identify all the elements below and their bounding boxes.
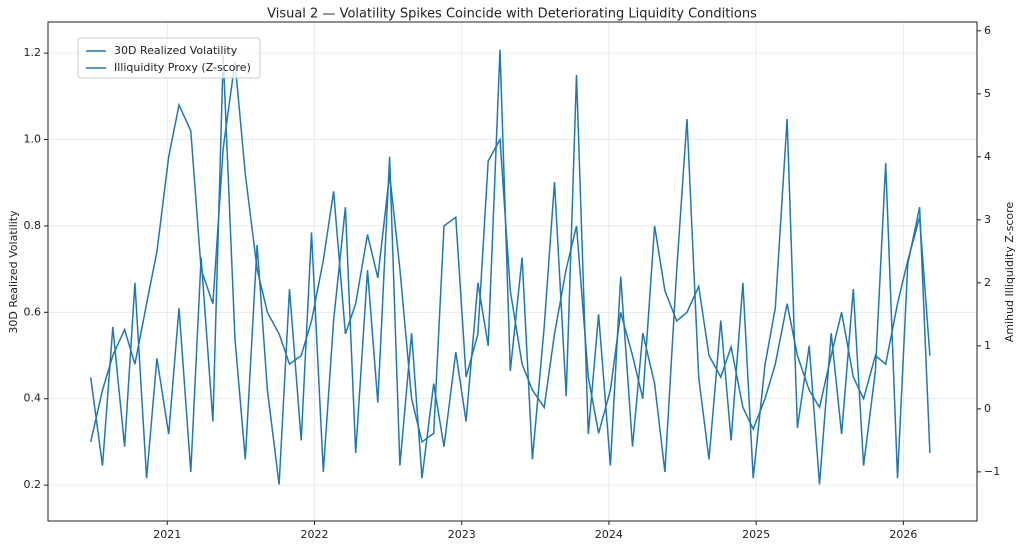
y-tick-label: 1.0 — [24, 133, 42, 146]
plot-frame — [47, 21, 978, 522]
x-tick-label: 2026 — [889, 528, 917, 541]
x-tick-label: 2021 — [153, 528, 181, 541]
y-axis-label: 30D Realized Volatility — [7, 210, 20, 334]
y2-tick-label: 6 — [984, 24, 991, 37]
y2-axis-label: Amihud Illiquidity Z-score — [1003, 202, 1016, 343]
x-tick-label: 2025 — [742, 528, 770, 541]
series-line — [89, 49, 931, 485]
y-tick-label: 0.6 — [24, 305, 42, 318]
y2-tick-label: 3 — [984, 213, 991, 226]
y2-tick-label: −1 — [984, 465, 1000, 478]
y2-tick-label: 4 — [984, 150, 991, 163]
x-tick-label: 2022 — [300, 528, 328, 541]
y2-tick-label: 5 — [984, 87, 991, 100]
legend-label: Illiquidity Proxy (Z-score) — [114, 61, 251, 74]
legend-box — [77, 37, 261, 79]
y-tick-label: 0.8 — [24, 219, 42, 232]
y2-tick-label: 2 — [984, 276, 991, 289]
y-tick-label: 0.2 — [24, 478, 42, 491]
y-tick-label: 0.4 — [24, 392, 42, 405]
y2-tick-label: 0 — [984, 402, 991, 415]
x-tick-label: 2024 — [595, 528, 623, 541]
y2-tick-label: 1 — [984, 339, 991, 352]
series-line — [89, 61, 931, 444]
legend-label: 30D Realized Volatility — [114, 44, 238, 57]
chart-title: Visual 2 — Volatility Spikes Coincide wi… — [267, 7, 757, 22]
x-tick-label: 2023 — [448, 528, 476, 541]
y-tick-label: 1.2 — [24, 46, 42, 59]
